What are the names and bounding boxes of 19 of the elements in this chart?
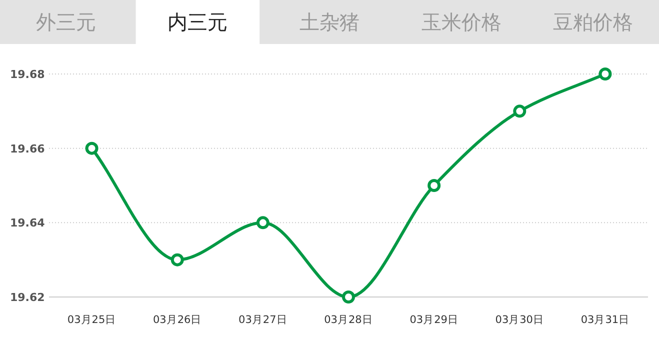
x-tick-label: 03月30日: [495, 314, 544, 326]
x-tick-label: 03月28日: [324, 314, 373, 326]
point: [513, 104, 526, 118]
x-tick-label: 03月26日: [152, 314, 202, 326]
tabs: 外三元 内三元 土杂猪 玉米价格 豆粕价格: [0, 0, 659, 44]
x-tick-label: 03月27日: [238, 314, 288, 326]
y-tick-label: 19.64: [10, 216, 46, 230]
x-tick-label: 03月29日: [410, 314, 458, 326]
y-tick-label: 19.62: [10, 291, 45, 304]
point: [342, 290, 355, 304]
point: [428, 179, 441, 192]
point: [598, 68, 612, 80]
x-tick-label: 03月31日: [580, 314, 630, 326]
y-tick-label: 19.66: [10, 142, 46, 156]
x-tick-label: 03月25日: [67, 314, 116, 326]
point: [170, 253, 184, 266]
point: [85, 142, 98, 155]
y-tick-label: 19.68: [10, 68, 45, 81]
point: [256, 216, 270, 230]
